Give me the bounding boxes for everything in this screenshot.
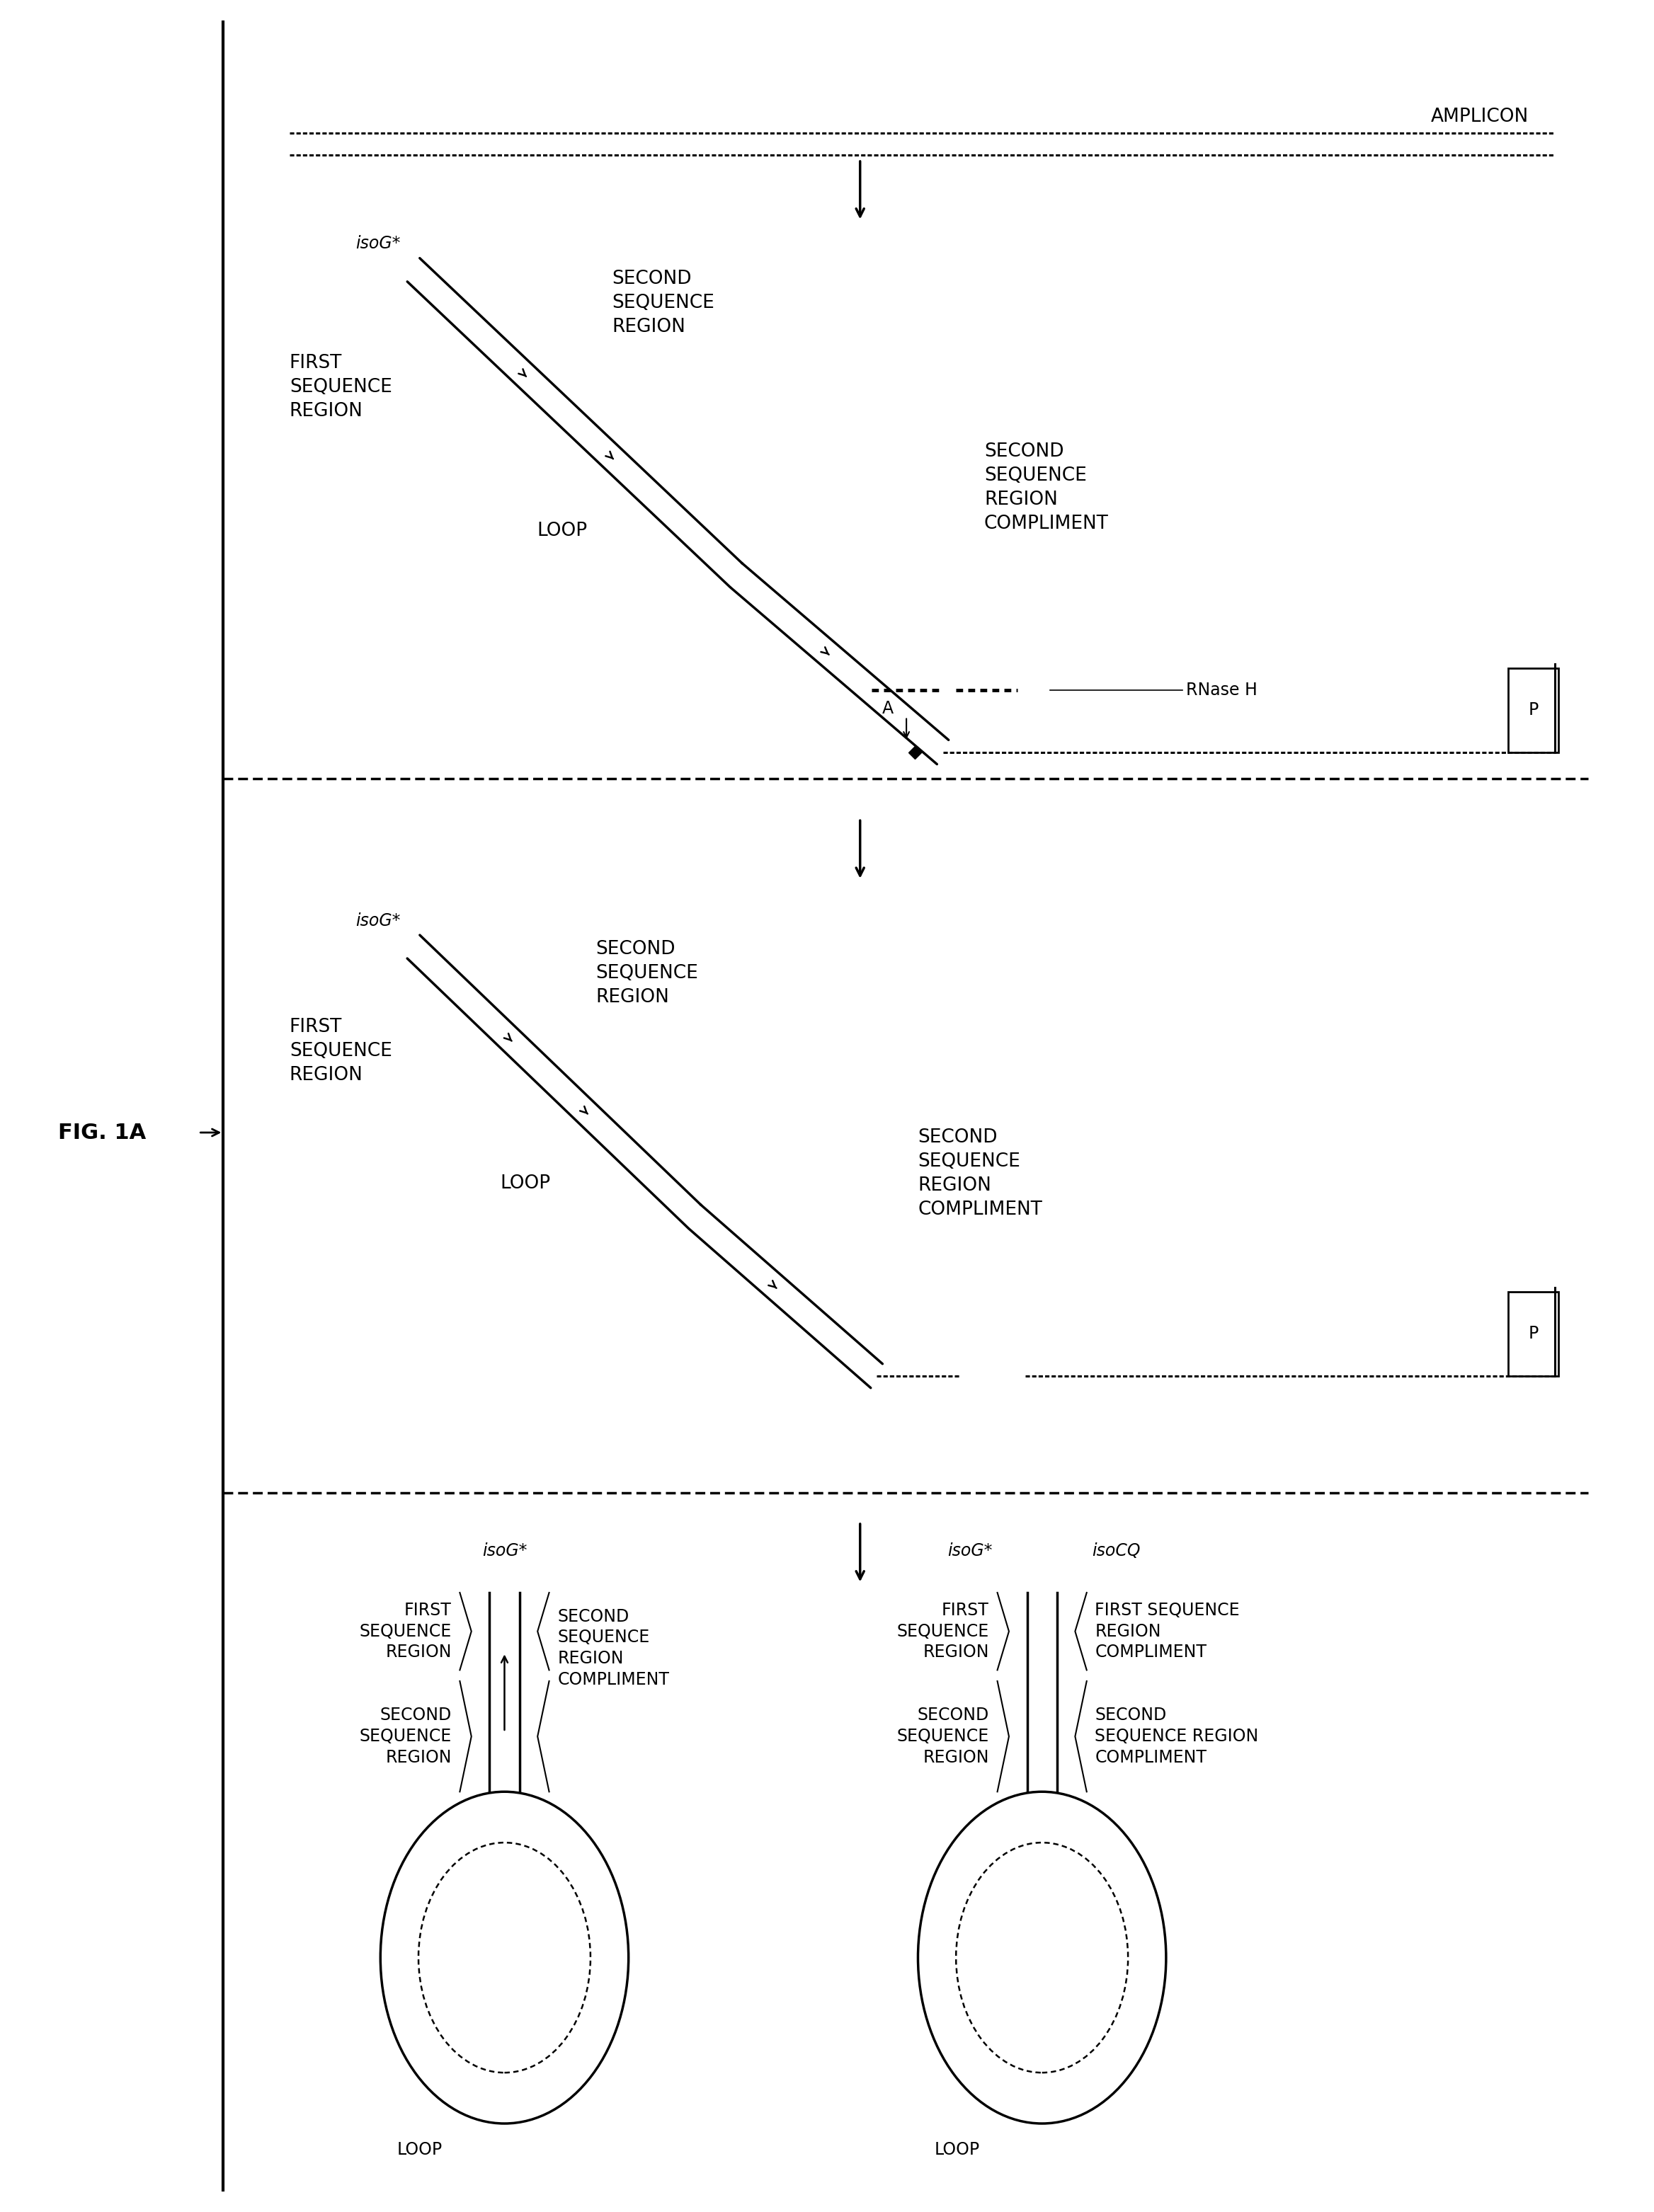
Text: FIG. 1A: FIG. 1A: [58, 1121, 146, 1144]
Text: RNase H: RNase H: [1186, 681, 1257, 699]
Text: LOOP: LOOP: [538, 522, 587, 540]
Text: LOOP: LOOP: [397, 2141, 442, 2159]
Text: FIRST
SEQUENCE
REGION: FIRST SEQUENCE REGION: [896, 1601, 989, 1661]
Text: SECOND
SEQUENCE
REGION: SECOND SEQUENCE REGION: [359, 1708, 452, 1765]
Text: AMPLICON: AMPLICON: [1431, 108, 1528, 126]
Text: SECOND
SEQUENCE
REGION: SECOND SEQUENCE REGION: [612, 270, 715, 336]
Text: SECOND
SEQUENCE
REGION
COMPLIMENT: SECOND SEQUENCE REGION COMPLIMENT: [918, 1128, 1042, 1219]
Text: SECOND
SEQUENCE
REGION
COMPLIMENT: SECOND SEQUENCE REGION COMPLIMENT: [984, 442, 1108, 533]
Text: isoG*: isoG*: [948, 1542, 992, 1559]
Text: SECOND
SEQUENCE
REGION: SECOND SEQUENCE REGION: [595, 940, 698, 1006]
Text: FIRST
SEQUENCE
REGION: FIRST SEQUENCE REGION: [289, 1018, 392, 1084]
Text: A: A: [882, 699, 893, 717]
Text: LOOP: LOOP: [501, 1175, 551, 1192]
FancyBboxPatch shape: [1508, 668, 1558, 752]
Text: FIRST SEQUENCE
REGION
COMPLIMENT: FIRST SEQUENCE REGION COMPLIMENT: [1095, 1601, 1240, 1661]
Text: P: P: [1528, 1325, 1538, 1343]
Text: isoG*: isoG*: [481, 1542, 528, 1559]
Text: FIRST
SEQUENCE
REGION: FIRST SEQUENCE REGION: [359, 1601, 452, 1661]
Text: SECOND
SEQUENCE REGION
COMPLIMENT: SECOND SEQUENCE REGION COMPLIMENT: [1095, 1708, 1259, 1765]
Text: SECOND
SEQUENCE
REGION: SECOND SEQUENCE REGION: [896, 1708, 989, 1765]
Text: isoCQ: isoCQ: [1092, 1542, 1140, 1559]
Text: LOOP: LOOP: [935, 2141, 979, 2159]
Text: SECOND
SEQUENCE
REGION
COMPLIMENT: SECOND SEQUENCE REGION COMPLIMENT: [557, 1608, 670, 1688]
Text: P: P: [1528, 701, 1538, 719]
Text: FIRST
SEQUENCE
REGION: FIRST SEQUENCE REGION: [289, 354, 392, 420]
Text: isoG*: isoG*: [356, 234, 400, 252]
FancyBboxPatch shape: [1508, 1292, 1558, 1376]
Text: isoG*: isoG*: [356, 911, 400, 929]
